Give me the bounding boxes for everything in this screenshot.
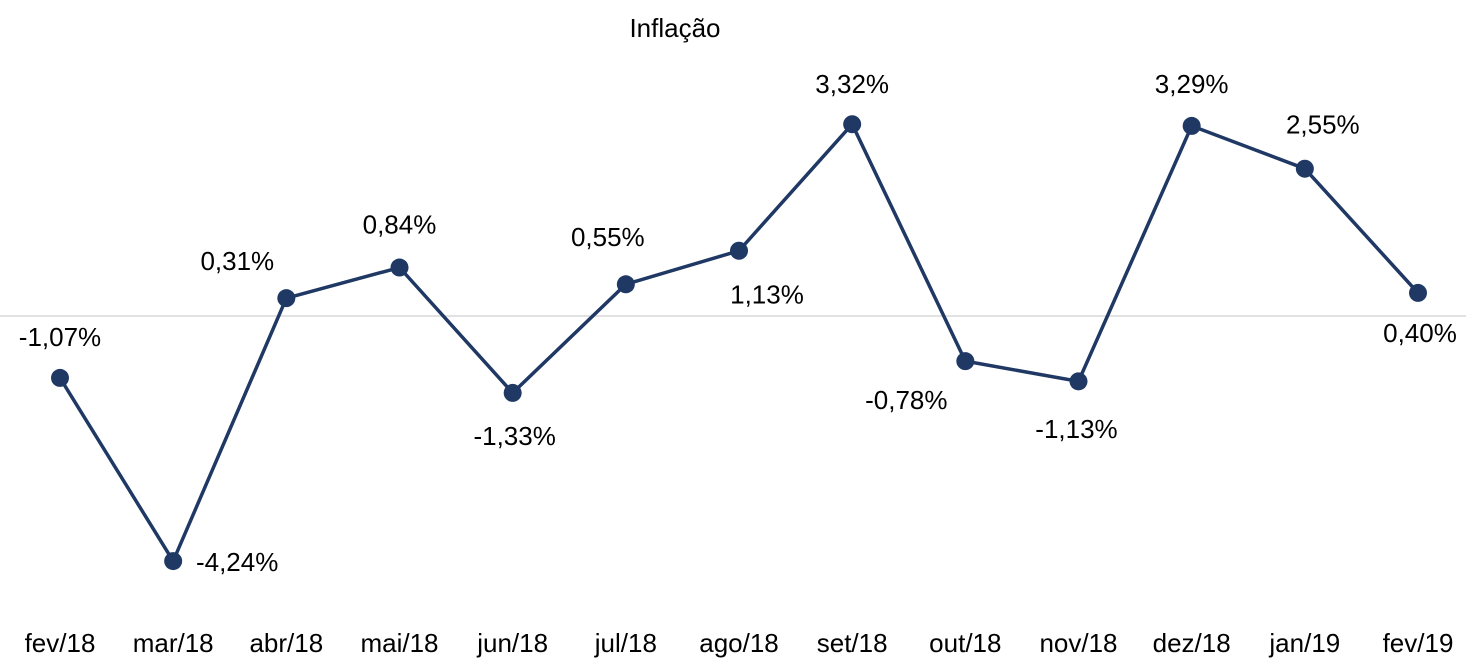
data-label: 0,40%	[1383, 318, 1457, 348]
x-tick-label: jul/18	[594, 628, 657, 658]
marker	[956, 352, 975, 371]
x-tick-label: mai/18	[360, 628, 438, 658]
marker	[277, 289, 296, 308]
x-tick-label: ago/18	[699, 628, 779, 658]
chart-title: Inflação	[629, 13, 720, 43]
marker	[1182, 116, 1201, 135]
data-label: 0,55%	[571, 222, 645, 252]
data-label: -0,78%	[865, 385, 947, 415]
marker	[1295, 159, 1314, 178]
marker	[1069, 372, 1088, 391]
x-tick-label: fev/18	[25, 628, 96, 658]
marker	[164, 552, 183, 571]
marker	[843, 115, 862, 134]
marker	[616, 275, 635, 294]
marker	[730, 241, 748, 260]
x-tick-label: out/18	[929, 628, 1001, 658]
marker	[390, 258, 409, 277]
data-label: -4,24%	[196, 547, 278, 577]
data-label: -1,13%	[1035, 414, 1117, 444]
data-label: 1,13%	[730, 280, 804, 310]
x-tick-label: set/18	[817, 628, 888, 658]
data-label: -1,33%	[473, 421, 555, 451]
data-label: 3,32%	[815, 69, 889, 99]
data-label: 3,29%	[1155, 69, 1229, 99]
line	[58, 122, 1420, 563]
data-label: 2,55%	[1286, 110, 1360, 140]
x-tick-label: mar/18	[133, 628, 214, 658]
data-label: 0,31%	[200, 246, 274, 276]
marker	[503, 383, 522, 402]
x-tick-label: jun/18	[476, 628, 548, 658]
marker	[51, 368, 69, 387]
x-tick-label: fev/19	[1383, 628, 1454, 658]
x-tick-label: nov/18	[1039, 628, 1117, 658]
data-label: 0,84%	[363, 209, 437, 239]
data-label: -1,07%	[19, 322, 101, 352]
x-tick-label: jan/19	[1268, 628, 1340, 658]
x-tick-label: abr/18	[249, 628, 323, 658]
x-tick-label: dez/18	[1153, 628, 1231, 658]
marker	[1409, 283, 1427, 302]
